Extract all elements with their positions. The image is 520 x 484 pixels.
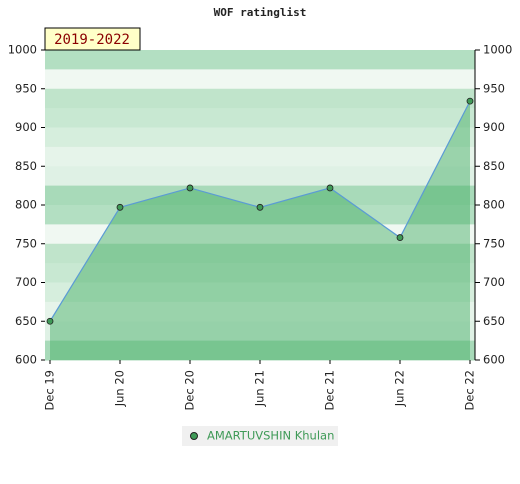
y-tick-label: 600 — [15, 353, 37, 367]
y2-tick-label: 700 — [483, 275, 505, 289]
y2-tick-label: 600 — [483, 353, 505, 367]
x-tick-label: Dec 20 — [183, 370, 197, 411]
y2-tick-label: 950 — [483, 81, 505, 95]
y2-tick-label: 750 — [483, 236, 505, 250]
y-tick-label: 800 — [15, 198, 37, 212]
band — [45, 301, 475, 322]
annotation-box — [44, 27, 141, 51]
band — [45, 205, 475, 225]
x-tick-label: Jun 22 — [393, 370, 407, 407]
point — [466, 97, 474, 105]
band — [45, 146, 475, 167]
band — [45, 108, 475, 128]
y-tick-label: 700 — [15, 275, 37, 289]
point — [116, 203, 124, 211]
band — [45, 321, 475, 342]
band — [45, 224, 475, 245]
band — [45, 282, 475, 303]
y2-tick-label: 650 — [483, 314, 505, 328]
band — [45, 340, 475, 361]
area — [50, 101, 470, 361]
x-tick-label: Dec 21 — [323, 370, 337, 411]
band — [45, 263, 475, 283]
band — [45, 127, 475, 148]
band — [45, 69, 475, 90]
band — [45, 50, 475, 70]
band — [45, 243, 475, 264]
y2-tick-label: 850 — [483, 159, 505, 173]
y2-tick-label: 800 — [483, 198, 505, 212]
point — [326, 184, 334, 192]
y-tick-label: 650 — [15, 314, 37, 328]
y-tick-label: 1000 — [8, 43, 37, 57]
band — [45, 185, 475, 206]
legend-label: AMARTUVSHIN Khulan — [207, 429, 334, 443]
legend — [182, 426, 338, 446]
chart-title: WOF ratinglist — [214, 6, 307, 19]
x-tick-label: Dec 19 — [43, 370, 57, 411]
y2-tick-label: 1000 — [483, 43, 512, 57]
x-tick-label: Jun 21 — [253, 370, 267, 407]
y-tick-label: 750 — [15, 236, 37, 250]
y-tick-label: 950 — [15, 81, 37, 95]
band — [45, 88, 475, 109]
annotation: 2019-2022 — [54, 32, 130, 48]
y-tick-label: 850 — [15, 159, 37, 173]
point — [186, 184, 194, 192]
x-tick-label: Jun 20 — [113, 370, 127, 407]
plot — [45, 50, 475, 361]
y2-tick-label: 900 — [483, 120, 505, 134]
point — [256, 203, 264, 211]
band — [45, 166, 475, 187]
legend-marker — [190, 432, 198, 440]
x-tick-label: Dec 22 — [463, 370, 477, 411]
y-tick-label: 900 — [15, 120, 37, 134]
point — [46, 317, 54, 325]
point — [396, 234, 404, 241]
